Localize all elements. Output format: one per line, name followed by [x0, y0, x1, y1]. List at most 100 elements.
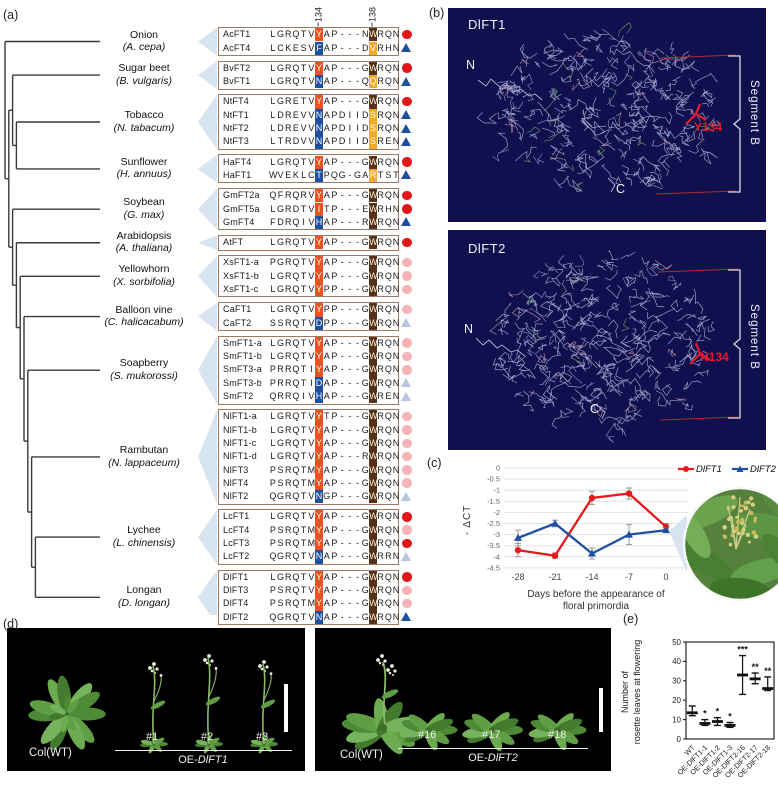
- residue-cell: T: [300, 511, 307, 522]
- residue-cell: R: [284, 451, 292, 462]
- gene-name: AcFT4: [223, 42, 251, 53]
- gene-name: NlFT3: [223, 464, 249, 475]
- residue-cell: P: [269, 464, 276, 475]
- residue-cell: -: [340, 464, 344, 475]
- residue-cell: G: [277, 411, 285, 422]
- residue-cell: Q: [361, 76, 369, 87]
- residue-cell: R: [284, 538, 292, 549]
- residue-cell: R: [284, 96, 292, 107]
- residue-cell: V: [308, 190, 315, 201]
- residue-cell: R: [284, 203, 292, 214]
- residue-cell: Q: [384, 216, 392, 227]
- group-gene: DlFT1: [197, 754, 228, 766]
- residue-cell: P: [323, 304, 330, 315]
- residue-cell: T: [300, 377, 307, 388]
- residue-cell: E: [292, 109, 299, 120]
- alignment-row: NtFT2 L D R E V V N A P D I I D S R Q N: [219, 121, 399, 136]
- residue-cell: S: [300, 42, 307, 53]
- residue-cell: -: [348, 571, 352, 582]
- alignment-row: NtFT3 L T R D V V N A P D I I D S R E N: [219, 135, 399, 149]
- residue-cell: Q: [384, 377, 392, 388]
- residue-cell: -: [356, 337, 360, 348]
- phenotype-marker-circle: [402, 204, 412, 214]
- legend-DlFT1: DlFT1: [696, 464, 722, 475]
- residue-cell: T: [300, 598, 307, 609]
- residue-cell: -: [348, 451, 352, 462]
- svg-text:-4: -4: [493, 552, 500, 561]
- residue-cell: I: [356, 136, 359, 147]
- gene-name: NlFT1-c: [223, 437, 257, 448]
- residue-cell: W: [369, 390, 378, 404]
- residue-cell: P: [331, 538, 338, 549]
- residue-cell: P: [269, 524, 276, 535]
- residue-cell: W: [369, 350, 378, 364]
- residue-cell: -: [348, 437, 352, 448]
- alignment-group-box: HaFT4 L G R Q T V Y A P - - - G W R Q N HaFT1 W V E K L C T P Q G - G A…: [218, 154, 399, 184]
- residue-cell: -: [356, 270, 360, 281]
- residue-cell: P: [331, 304, 338, 315]
- residue-cell: I: [348, 109, 352, 120]
- residue-cell: M: [307, 524, 316, 535]
- alignment-row: GmFT4 F D R Q I V H A P - - - R W R Q N: [219, 215, 399, 230]
- residue-cell: N: [392, 364, 400, 375]
- residue-cell: Q: [292, 317, 300, 328]
- residue-cell: Y: [315, 423, 323, 437]
- residue-cell: T: [300, 611, 307, 622]
- residue-cell: -: [356, 511, 360, 522]
- residue-cell: F: [277, 190, 284, 201]
- alignment-row: HaFT1 W V E K L C T P Q G - G A R T S T: [219, 168, 399, 183]
- residue-cell: E: [362, 203, 369, 214]
- residue-cell: Y: [315, 570, 323, 584]
- phenotype-marker-triangle: [401, 123, 411, 133]
- residue-cell: -: [348, 156, 352, 167]
- residue-cell: R: [284, 464, 292, 475]
- residue-cell: W: [369, 189, 378, 203]
- species-common-name: Onion: [129, 28, 159, 41]
- residue-cell: W: [369, 28, 378, 42]
- residue-cell: R: [284, 317, 292, 328]
- residue-cell: -: [348, 190, 352, 201]
- residue-cell: G: [277, 571, 285, 582]
- residue-cell: A: [323, 237, 330, 248]
- mean-bar: [762, 687, 774, 690]
- alignment-row: DlFT4 P S R Q T M Y A P - - - G W R Q N: [219, 597, 399, 611]
- residue-cell: G: [338, 169, 346, 180]
- alignment-row: NlFT1-c L G R Q T V Y A P - - - G W R Q N: [219, 436, 399, 451]
- residue-cell: Y: [315, 450, 323, 464]
- residue-cell: W: [369, 597, 378, 611]
- residue-cell: P: [331, 156, 338, 167]
- residue-cell: -: [348, 317, 352, 328]
- residue-cell: G: [361, 524, 369, 535]
- residue-cell: V: [308, 451, 315, 462]
- residue-cell: -: [340, 42, 344, 53]
- residue-cell: L: [270, 424, 276, 435]
- residue-cell: P: [331, 611, 338, 622]
- residue-cell: -: [348, 283, 352, 294]
- residue-cell: I: [348, 136, 352, 147]
- residue-cell: Q: [384, 464, 392, 475]
- residue-cell: -: [356, 571, 360, 582]
- residue-cell: -: [340, 377, 344, 388]
- residue-cell: T: [300, 283, 307, 294]
- residue-cell: V: [308, 571, 315, 582]
- residue-cell: Y: [315, 336, 323, 351]
- residue-cell: A: [323, 122, 330, 133]
- residue-cell: Q: [384, 491, 392, 502]
- residue-cell: D: [292, 136, 300, 147]
- residue-cell: R: [284, 598, 292, 609]
- residue-cell: G: [277, 491, 285, 502]
- residue-cell: -: [356, 424, 360, 435]
- alignment-row: BvFT2 L G R Q T V Y A P - - - G W R Q N: [219, 61, 399, 76]
- phenotype-marker-triangle: [401, 391, 411, 401]
- residue-cell: R: [377, 551, 384, 562]
- group-underline: [398, 748, 588, 750]
- residue-cell: H: [315, 215, 323, 230]
- gene-name: SmFT2: [223, 391, 254, 402]
- residue-cell: W: [369, 236, 378, 250]
- residue-cell: R: [377, 424, 384, 435]
- residue-cell: D: [361, 42, 369, 53]
- svg-text:0: 0: [496, 464, 500, 473]
- residue-cell: Q: [384, 76, 392, 87]
- species-common-name: Sugar beet: [118, 62, 170, 75]
- residue-cell: R: [377, 109, 384, 120]
